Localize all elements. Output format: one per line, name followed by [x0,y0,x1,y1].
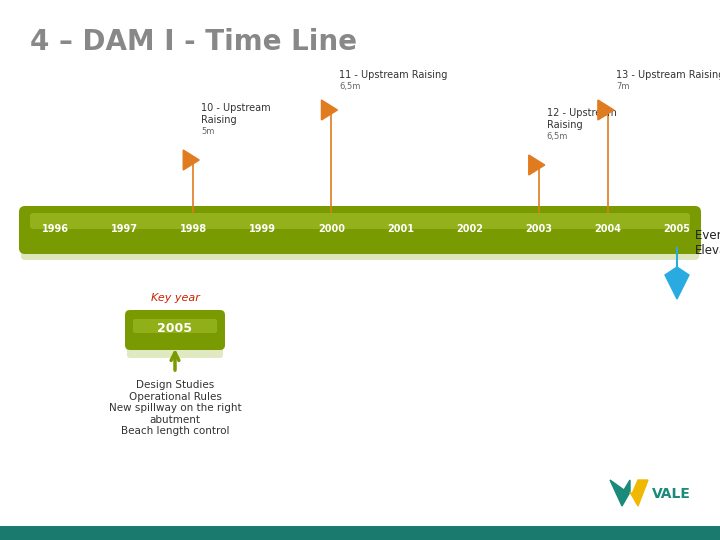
Polygon shape [610,480,630,506]
FancyBboxPatch shape [21,240,699,260]
Text: 1999: 1999 [249,224,276,234]
Text: 2004: 2004 [595,224,621,234]
Polygon shape [630,480,648,506]
Text: 1998: 1998 [180,224,207,234]
Text: Key year: Key year [150,293,199,303]
Polygon shape [528,155,545,175]
Text: 2001: 2001 [387,224,414,234]
Text: 6,5m: 6,5m [546,132,568,141]
Text: 2005: 2005 [158,322,192,335]
Text: 13 - Upstream Raising: 13 - Upstream Raising [616,70,720,80]
Bar [0,526,720,540]
Text: 6,5m: 6,5m [339,82,361,91]
FancyBboxPatch shape [133,319,217,333]
Text: 2003: 2003 [526,224,552,234]
Text: 12 - Upstream
Raising: 12 - Upstream Raising [546,109,616,130]
Text: 7m: 7m [616,82,629,91]
Polygon shape [183,150,199,170]
FancyBboxPatch shape [127,338,223,358]
FancyBboxPatch shape [125,310,225,350]
Text: 2002: 2002 [456,224,483,234]
Text: 11 - Upstream Raising: 11 - Upstream Raising [339,70,448,80]
Text: 2000: 2000 [318,224,345,234]
Polygon shape [321,100,338,120]
Text: 4 – DAM I - Time Line: 4 – DAM I - Time Line [30,28,357,56]
Polygon shape [665,267,689,299]
FancyBboxPatch shape [30,213,690,229]
Text: 1996: 1996 [42,224,68,234]
Polygon shape [598,100,614,120]
Text: 5m: 5m [201,127,215,136]
Text: 2005: 2005 [664,224,690,234]
Text: VALE: VALE [652,487,691,501]
Text: Design Studies
Operational Rules
New spillway on the right
abutment
Beach length: Design Studies Operational Rules New spi… [109,380,241,436]
Text: 1997: 1997 [111,224,138,234]
FancyBboxPatch shape [19,206,701,254]
Text: Event: Porepressure
Elevation: Event: Porepressure Elevation [695,229,720,257]
Text: 10 - Upstream
Raising: 10 - Upstream Raising [201,103,271,125]
